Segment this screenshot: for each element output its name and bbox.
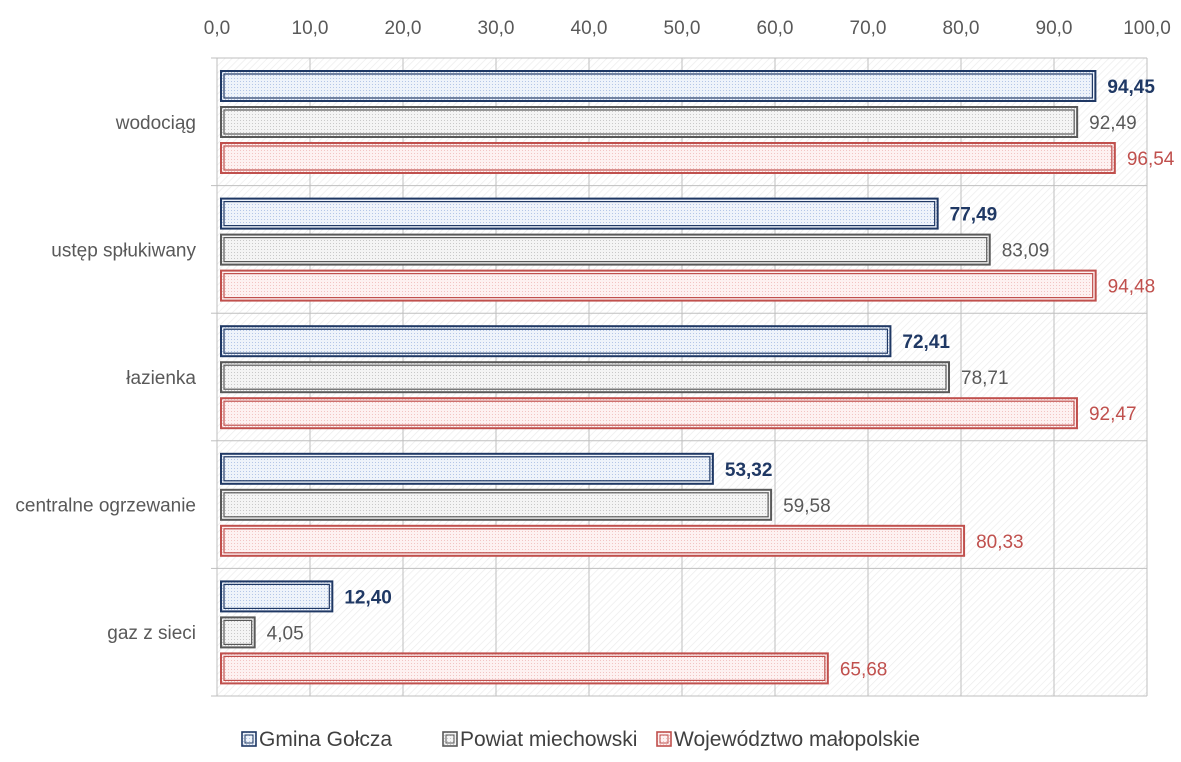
bar-inner-frame xyxy=(223,237,988,263)
data-label: 12,40 xyxy=(344,587,392,608)
bar-wojewodztwo-malopolskie-centralne-ogrzewanie xyxy=(220,524,966,557)
x-tick-label: 40,0 xyxy=(571,18,608,39)
bar-inner-frame xyxy=(223,619,253,646)
legend-swatch-gmina-golcza xyxy=(241,731,257,747)
category-label-centralne-ogrzewanie: centralne ogrzewanie xyxy=(15,496,196,517)
legend-label-wojewodztwo-malopolskie: Województwo małopolskie xyxy=(674,728,920,751)
category-label-ustep-splukiwany: ustęp spłukiwany xyxy=(51,240,196,261)
legend-label-gmina-golcza: Gmina Gołcza xyxy=(259,728,392,751)
x-tick-label: 30,0 xyxy=(478,18,515,39)
category-label-gaz-z-sieci: gaz z sieci xyxy=(107,623,196,644)
data-label: 78,71 xyxy=(961,368,1009,389)
bar-powiat-miechowski-centralne-ogrzewanie xyxy=(220,488,773,521)
x-tick-label: 70,0 xyxy=(850,18,887,39)
bar-inner-frame xyxy=(223,328,889,354)
x-tick-label: 90,0 xyxy=(1036,18,1073,39)
bar-inner-frame xyxy=(223,528,962,554)
bar-inner-frame xyxy=(223,400,1075,426)
data-label: 59,58 xyxy=(783,496,831,517)
data-label: 4,05 xyxy=(267,623,304,644)
bar-wojewodztwo-malopolskie-wodociag xyxy=(220,142,1116,174)
data-label: 94,45 xyxy=(1107,77,1155,98)
legend-swatch-wojewodztwo-malopolskie xyxy=(656,731,672,747)
bar-wojewodztwo-malopolskie-ustep-splukiwany xyxy=(220,269,1097,302)
bar-inner-frame xyxy=(223,201,936,227)
bar-inner-frame xyxy=(223,145,1113,171)
data-label: 65,68 xyxy=(840,659,888,680)
bar-inner-frame xyxy=(223,492,769,518)
x-tick-label: 10,0 xyxy=(292,18,329,39)
x-tick-label: 20,0 xyxy=(385,18,422,39)
bar-gmina-golcza-centralne-ogrzewanie xyxy=(220,452,714,485)
category-axis: wodociąg ustęp spłukiwany łazienka centraln… xyxy=(15,57,218,697)
legend-swatch-powiat-miechowski xyxy=(442,731,458,747)
bars xyxy=(220,70,1116,685)
data-label: 72,41 xyxy=(902,332,950,353)
legend-swatch-inner xyxy=(244,734,254,744)
bar-gmina-golcza-gaz-z-sieci xyxy=(220,580,334,613)
x-tick-label: 80,0 xyxy=(943,18,980,39)
legend-swatch-inner xyxy=(659,734,669,744)
bar-gmina-golcza-wodociag xyxy=(220,70,1097,102)
bar-gmina-golcza-lazienka xyxy=(220,325,892,358)
bar-wojewodztwo-malopolskie-lazienka xyxy=(220,397,1078,430)
bar-inner-frame xyxy=(223,109,1075,135)
data-label: 77,49 xyxy=(950,205,998,226)
data-label: 96,54 xyxy=(1127,149,1175,170)
x-tick-label: 100,0 xyxy=(1123,18,1171,39)
bar-inner-frame xyxy=(223,273,1094,299)
bar-inner-frame xyxy=(223,583,330,610)
category-label-lazienka: łazienka xyxy=(126,368,196,389)
category-label-wodociag: wodociąg xyxy=(115,113,196,134)
data-label: 80,33 xyxy=(976,532,1024,553)
legend: Gmina Gołcza Powiat miechowski Województwo… xyxy=(241,728,920,751)
data-label: 94,48 xyxy=(1108,277,1156,298)
legend-label-powiat-miechowski: Powiat miechowski xyxy=(460,728,637,751)
bar-powiat-miechowski-lazienka xyxy=(220,361,951,394)
x-tick-label: 0,0 xyxy=(204,18,230,39)
bar-wojewodztwo-malopolskie-gaz-z-sieci xyxy=(220,652,829,685)
data-label: 92,49 xyxy=(1089,113,1137,134)
category-separators xyxy=(217,57,1147,697)
data-label: 92,47 xyxy=(1089,404,1137,425)
bar-powiat-miechowski-wodociag xyxy=(220,106,1079,138)
x-axis: 0,0 10,0 20,0 30,0 40,0 50,0 60,0 70,0 80,0 90,0 1… xyxy=(204,18,1171,39)
bar-powiat-miechowski-ustep-splukiwany xyxy=(220,233,991,266)
bar-powiat-miechowski-gaz-z-sieci xyxy=(220,616,256,649)
bar-inner-frame xyxy=(223,364,947,390)
x-tick-label: 60,0 xyxy=(757,18,794,39)
legend-swatch-inner xyxy=(445,734,455,744)
data-label: 53,32 xyxy=(725,460,773,481)
data-label: 83,09 xyxy=(1002,241,1050,262)
bar-inner-frame xyxy=(223,73,1093,99)
bar-inner-frame xyxy=(223,655,826,682)
bar-gmina-golcza-ustep-splukiwany xyxy=(220,197,939,230)
bar-inner-frame xyxy=(223,456,711,482)
x-tick-label: 50,0 xyxy=(664,18,701,39)
